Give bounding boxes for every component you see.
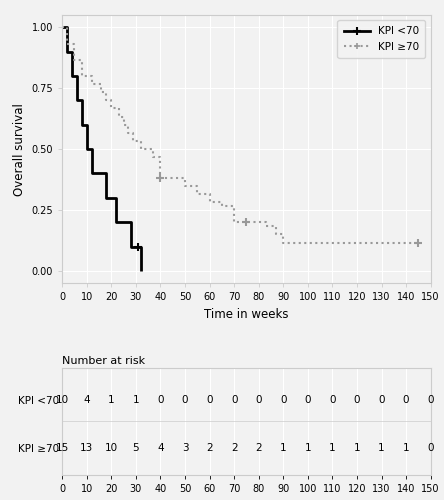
Text: 1: 1: [378, 443, 385, 453]
Text: 3: 3: [182, 443, 188, 453]
Text: 0: 0: [255, 395, 262, 405]
Text: 0: 0: [428, 443, 434, 453]
Text: 10: 10: [56, 395, 69, 405]
Text: 2: 2: [206, 443, 213, 453]
Text: 0: 0: [231, 395, 238, 405]
Text: 10: 10: [105, 443, 118, 453]
Text: 4: 4: [83, 395, 90, 405]
Text: 0: 0: [182, 395, 188, 405]
Text: 13: 13: [80, 443, 93, 453]
X-axis label: Time in weeks: Time in weeks: [204, 308, 289, 321]
Text: 0: 0: [428, 395, 434, 405]
Text: 0: 0: [403, 395, 409, 405]
Text: 1: 1: [305, 443, 311, 453]
Y-axis label: Overall survival: Overall survival: [13, 102, 26, 196]
Legend: KPI <70, KPI ≥70: KPI <70, KPI ≥70: [337, 20, 425, 58]
Text: 1: 1: [108, 395, 115, 405]
Text: 1: 1: [354, 443, 360, 453]
Text: 1: 1: [280, 443, 286, 453]
Text: Number at risk: Number at risk: [62, 356, 145, 366]
Text: 0: 0: [206, 395, 213, 405]
Text: 2: 2: [255, 443, 262, 453]
Text: 1: 1: [329, 443, 336, 453]
Text: 0: 0: [354, 395, 360, 405]
Text: 15: 15: [56, 443, 69, 453]
Text: 0: 0: [378, 395, 385, 405]
Text: 1: 1: [403, 443, 409, 453]
Text: 1: 1: [133, 395, 139, 405]
Text: 0: 0: [157, 395, 164, 405]
Text: 0: 0: [305, 395, 311, 405]
Text: 5: 5: [133, 443, 139, 453]
Text: 4: 4: [157, 443, 164, 453]
Text: 0: 0: [329, 395, 336, 405]
Text: 0: 0: [280, 395, 286, 405]
Text: 2: 2: [231, 443, 238, 453]
